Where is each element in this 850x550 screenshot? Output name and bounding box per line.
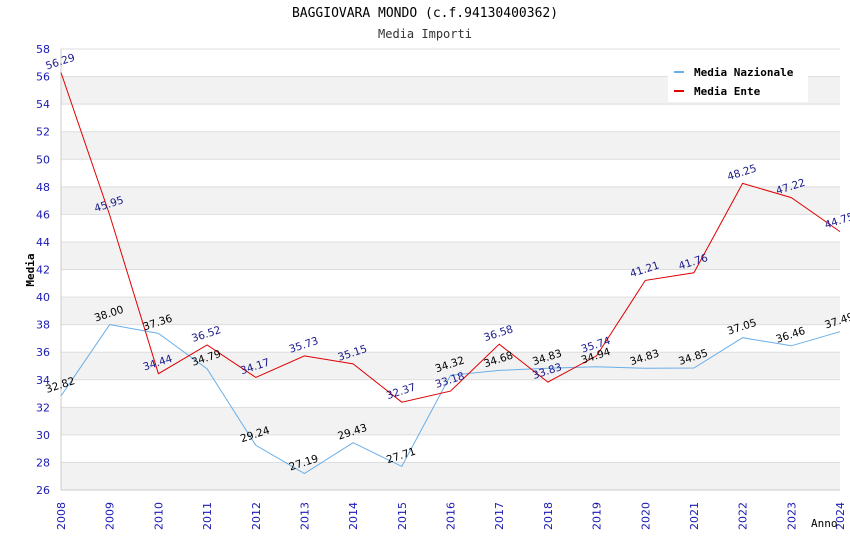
grid-band [61, 297, 840, 325]
y-tick-label: 50 [36, 153, 50, 166]
grid-band [61, 407, 840, 435]
x-tick-label: 2016 [445, 502, 458, 530]
x-tick-label: 2018 [542, 502, 555, 530]
y-tick-label: 26 [36, 484, 50, 497]
grid-band [61, 434, 840, 463]
y-tick-label: 34 [36, 374, 50, 387]
grid-band [61, 104, 840, 132]
y-tick-label: 36 [36, 346, 50, 359]
y-axis-title: Media [24, 253, 37, 286]
series-line-media-ente [60, 72, 841, 403]
grid-band [61, 214, 840, 242]
x-tick-label: 2009 [104, 502, 117, 530]
series-line-media-nazionale [60, 324, 841, 475]
x-tick-label: 2010 [152, 502, 165, 530]
y-tick-label: 44 [36, 236, 50, 249]
x-tick-label: 2023 [785, 502, 798, 530]
y-tick-label: 42 [36, 264, 50, 277]
y-tick-label: 48 [36, 181, 50, 194]
grid-band [61, 186, 840, 215]
legend-box [668, 60, 808, 102]
y-tick-label: 30 [36, 429, 50, 442]
y-tick-label: 40 [36, 291, 50, 304]
grid-band [61, 241, 840, 270]
grid-band [61, 159, 840, 187]
x-tick-label: 2021 [688, 502, 701, 530]
x-tick-label: 2019 [591, 502, 604, 530]
y-tick-label: 32 [36, 401, 50, 414]
legend-label-media-nazionale: Media Nazionale [694, 66, 794, 79]
x-tick-label: 2017 [493, 502, 506, 530]
y-tick-label: 52 [36, 126, 50, 139]
y-tick-label: 28 [36, 456, 50, 469]
x-tick-label: 2020 [639, 502, 652, 530]
legend-label-media-ente: Media Ente [694, 85, 761, 98]
x-tick-label: 2024 [834, 502, 847, 530]
grid-band [61, 324, 840, 353]
x-tick-label: 2008 [55, 502, 68, 530]
x-tick-label: 2014 [347, 502, 360, 530]
grid-band [61, 131, 840, 160]
y-tick-label: 56 [36, 71, 50, 84]
grid-band [61, 379, 840, 408]
x-tick-label: 2012 [250, 502, 263, 530]
y-tick-label: 58 [36, 43, 50, 56]
x-tick-label: 2022 [737, 502, 750, 530]
chart-subtitle: Media Importi [378, 27, 472, 41]
y-tick-label: 54 [36, 98, 50, 111]
x-tick-label: 2013 [298, 502, 311, 530]
chart-title: BAGGIOVARA MONDO (c.f.94130400362) [291, 6, 559, 21]
y-tick-label: 46 [36, 208, 50, 221]
x-axis-title: Anno [811, 517, 838, 530]
y-tick-label: 38 [36, 319, 50, 332]
grid-band [61, 269, 840, 298]
grid-band [61, 462, 840, 490]
x-tick-label: 2011 [201, 502, 214, 530]
x-tick-label: 2015 [396, 502, 409, 530]
